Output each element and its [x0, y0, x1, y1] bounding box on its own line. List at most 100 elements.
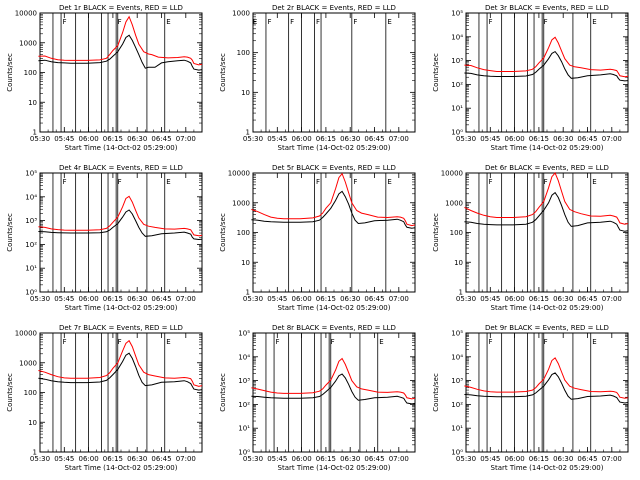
x-tick-label: 07:00 — [389, 135, 409, 143]
y-tick-label: 10⁴ — [25, 193, 37, 201]
y-tick-label: 100 — [24, 389, 37, 397]
y-tick-label: 10² — [238, 401, 250, 409]
x-tick-label: 07:00 — [602, 295, 622, 303]
x-axis-label: Start Time (14-Oct-02 05:29:00) — [278, 304, 391, 312]
y-tick-label: 1000 — [19, 39, 37, 47]
x-tick-label: 07:00 — [389, 455, 409, 463]
time-marker-letter: E — [592, 338, 596, 346]
y-tick-label: 1 — [33, 129, 37, 137]
time-marker-letter: E — [387, 18, 391, 26]
x-tick-label: 06:15 — [316, 295, 336, 303]
y-tick-label: 10000 — [15, 10, 37, 18]
time-marker-letter: F — [544, 178, 548, 186]
x-tick-label: 06:00 — [505, 455, 525, 463]
time-marker-letter: E — [253, 18, 257, 26]
panel-title: Det 2r BLACK = Events, RED = LLD — [272, 4, 396, 12]
x-axis-label: Start Time (14-Oct-02 05:29:00) — [65, 144, 178, 152]
y-tick-label: 1000 — [232, 10, 250, 18]
panel-title: Det 5r BLACK = Events, RED = LLD — [272, 164, 396, 172]
x-tick-label: 06:30 — [340, 295, 360, 303]
series-line-events — [251, 190, 416, 229]
panel-det-6: Det 6r BLACK = Events, RED = LLD 1 10 100 10… — [432, 164, 629, 312]
y-tick-label: 10000 — [441, 170, 463, 178]
x-axis-label: Start Time (14-Oct-02 05:29:00) — [65, 464, 178, 472]
y-tick-label: 10³ — [451, 57, 463, 65]
panel-title: Det 9r BLACK = Events, RED = LLD — [485, 324, 609, 332]
y-tick-label: 10⁰ — [451, 449, 463, 457]
y-tick-label: 10 — [28, 419, 37, 427]
x-tick-label: 06:00 — [292, 295, 312, 303]
x-tick-label: 05:30 — [456, 135, 476, 143]
series-line-events — [464, 191, 629, 232]
y-tick-label: 10³ — [25, 217, 37, 225]
x-tick-label: 06:45 — [151, 135, 171, 143]
y-axis-label: Counts/sec — [219, 53, 227, 92]
plot-frame — [39, 12, 203, 133]
time-marker-letter: E — [166, 178, 170, 186]
x-tick-label: 06:30 — [127, 135, 147, 143]
x-tick-label: 06:00 — [505, 135, 525, 143]
time-marker-letter: F — [118, 18, 122, 26]
y-tick-label: 10¹ — [25, 265, 37, 273]
series-line-lld — [38, 15, 203, 66]
series-line-events — [251, 373, 416, 405]
y-axis-label: Counts/sec — [219, 373, 227, 412]
y-tick-label: 10⁴ — [451, 33, 463, 41]
x-tick-label: 07:00 — [389, 295, 409, 303]
time-marker-letter: F — [118, 178, 122, 186]
y-tick-label: 10 — [241, 259, 250, 267]
panel-det-2: Det 2r BLACK = Events, RED = LLD 1 10 100 10… — [219, 4, 416, 152]
y-tick-label: 10⁴ — [451, 353, 463, 361]
panel-title: Det 6r BLACK = Events, RED = LLD — [485, 164, 609, 172]
y-tick-label: 10⁵ — [451, 10, 463, 18]
y-tick-label: 1 — [459, 289, 463, 297]
y-tick-label: 10 — [241, 89, 250, 97]
x-tick-label: 06:00 — [505, 295, 525, 303]
panel-title: Det 7r BLACK = Events, RED = LLD — [59, 324, 183, 332]
x-tick-label: 06:45 — [364, 135, 384, 143]
x-tick-label: 07:00 — [176, 455, 196, 463]
y-tick-label: 10⁵ — [451, 330, 463, 338]
series-line-lld — [38, 339, 203, 387]
panel-det-4: Det 4r BLACK = Events, RED = LLD 10⁰ 10¹ 10… — [6, 164, 203, 312]
series-line-events — [464, 372, 629, 404]
x-tick-label: 06:30 — [340, 135, 360, 143]
series-line-lld — [464, 172, 629, 225]
x-tick-label: 06:15 — [529, 455, 549, 463]
y-tick-label: 1000 — [19, 359, 37, 367]
x-tick-label: 06:30 — [553, 295, 573, 303]
y-tick-label: 10⁰ — [238, 449, 250, 457]
series-line-events — [464, 50, 629, 82]
x-tick-label: 06:00 — [292, 455, 312, 463]
x-tick-label: 06:30 — [127, 455, 147, 463]
time-marker-letter: F — [267, 18, 271, 26]
y-tick-label: 10⁵ — [25, 170, 37, 178]
time-marker-letter: F — [544, 18, 548, 26]
x-tick-label: 05:45 — [54, 455, 74, 463]
y-tick-label: 10³ — [451, 377, 463, 385]
y-axis-label: Counts/sec — [432, 213, 440, 252]
x-tick-label: 05:45 — [267, 455, 287, 463]
x-tick-label: 05:45 — [480, 295, 500, 303]
x-tick-label: 06:15 — [529, 135, 549, 143]
x-tick-label: 05:30 — [243, 455, 263, 463]
x-tick-label: 07:00 — [602, 135, 622, 143]
y-tick-label: 10³ — [238, 377, 250, 385]
series-line-lld — [38, 195, 203, 237]
panel-title: Det 8r BLACK = Events, RED = LLD — [272, 324, 396, 332]
x-tick-label: 05:45 — [54, 135, 74, 143]
y-tick-label: 10⁰ — [25, 289, 37, 297]
x-tick-label: 05:45 — [480, 455, 500, 463]
x-tick-label: 06:15 — [529, 295, 549, 303]
x-tick-label: 06:45 — [577, 295, 597, 303]
y-tick-label: 10¹ — [238, 425, 250, 433]
y-tick-label: 1 — [33, 449, 37, 457]
time-marker-letter: F — [489, 338, 493, 346]
y-tick-label: 10⁰ — [451, 129, 463, 137]
x-tick-label: 06:30 — [340, 455, 360, 463]
series-line-lld — [464, 36, 629, 78]
x-tick-label: 06:15 — [103, 295, 123, 303]
x-tick-label: 06:30 — [127, 295, 147, 303]
x-tick-label: 07:00 — [176, 135, 196, 143]
y-tick-label: 10 — [454, 259, 463, 267]
